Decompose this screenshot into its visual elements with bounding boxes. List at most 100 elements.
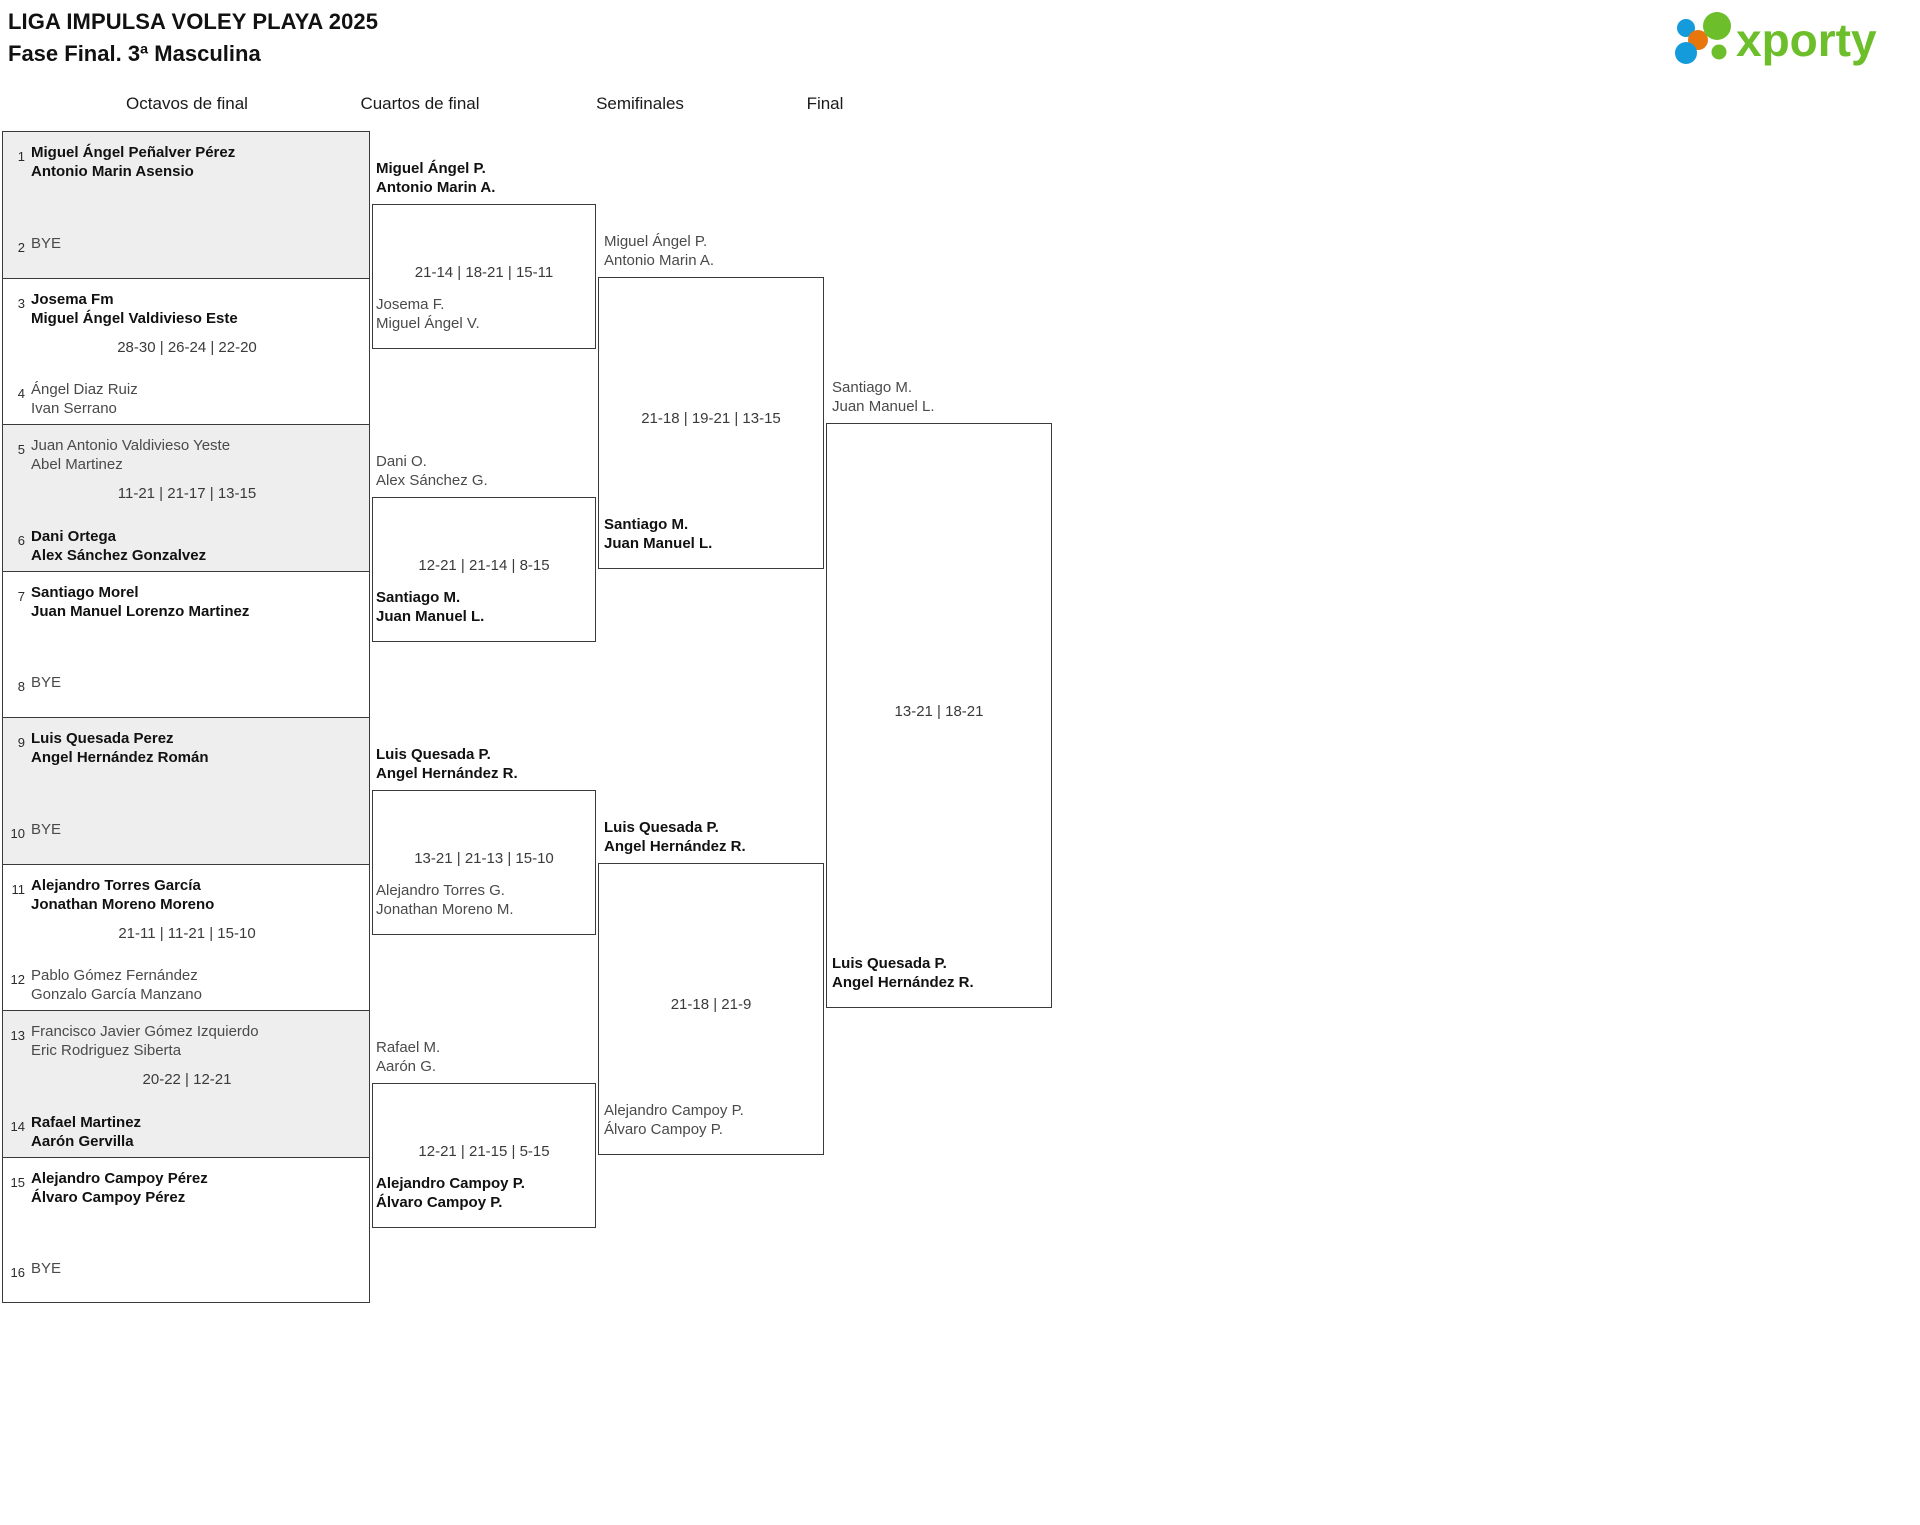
- r16-slot-top-8[interactable]: 15 Alejandro Campoy Pérez Álvaro Campoy Pé…: [3, 1166, 369, 1207]
- r16-slot-top-3[interactable]: 5 Juan Antonio Valdivieso Yeste Abel Marti…: [3, 433, 369, 474]
- logo-dot-green-big: [1703, 12, 1731, 40]
- qf-score-3: 13-21 | 21-13 | 15-10: [414, 849, 554, 867]
- team-names: Ángel Diaz Ruiz Ivan Serrano: [31, 381, 138, 417]
- team-names: Rafael Martinez Aarón Gervilla: [31, 1113, 142, 1150]
- qf-slot-bottom-3[interactable]: Alejandro Torres G. Jonathan Moreno M.: [376, 882, 514, 918]
- r16-slot-bottom-2[interactable]: 4 Ángel Diaz Ruiz Ivan Serrano: [3, 377, 369, 418]
- qf-score-1: 21-14 | 18-21 | 15-11: [414, 263, 554, 281]
- round-header-final: Final: [806, 94, 844, 113]
- round-header-semifinales: Semifinales: [596, 94, 684, 113]
- team-names: Francisco Javier Gómez Izquierdo Eric Rod…: [31, 1023, 259, 1059]
- r16-slot-bottom-3[interactable]: 6 Dani Ortega Alex Sánchez Gonzalvez: [3, 524, 369, 565]
- r16-slot-top-2[interactable]: 3 Josema Fm Miguel Ángel Valdivieso Este: [3, 287, 369, 328]
- r16-match-4[interactable]: 7 Santiago Morel Juan Manuel Lorenzo Marti…: [2, 570, 370, 717]
- sf-slot-top-1[interactable]: Miguel Ángel P. Antonio Marin A.: [604, 233, 715, 269]
- qf-score-2: 12-21 | 21-14 | 8-15: [418, 556, 550, 574]
- seed-number: 16: [10, 1265, 25, 1280]
- r16-match-5[interactable]: 9 Luis Quesada Perez Angel Hernández Román…: [2, 717, 370, 864]
- r16-slot-top-7[interactable]: 13 Francisco Javier Gómez Izquierdo Eric R…: [3, 1019, 369, 1060]
- qf-slot-top-2[interactable]: Dani O. Alex Sánchez G.: [376, 453, 488, 489]
- qf-match-1[interactable]: [372, 204, 596, 349]
- bye-label: BYE: [31, 234, 62, 252]
- seed-number: 8: [17, 679, 25, 694]
- r16-slot-top-6[interactable]: 11 Alejandro Torres García Jonathan Moreno…: [3, 873, 369, 914]
- r16-slot-bottom-4[interactable]: 8 BYE: [3, 670, 369, 694]
- sf-match-2[interactable]: [598, 863, 824, 1155]
- qf-slot-top-4[interactable]: Rafael M. Aarón G.: [376, 1039, 441, 1075]
- seed-number: 10: [10, 825, 25, 841]
- bye-label: BYE: [31, 674, 62, 691]
- seed-number: 12: [10, 972, 25, 987]
- r16-slot-bottom-1[interactable]: 2 BYE: [3, 231, 369, 255]
- seed-number: 2: [17, 239, 25, 255]
- round-header-cuartos: Cuartos de final: [360, 94, 480, 113]
- match-score: 21-11 | 11-21 | 15-10: [118, 924, 256, 942]
- seed-number: 13: [10, 1028, 25, 1043]
- seed-number: 5: [17, 442, 25, 457]
- final-slot-bottom-1[interactable]: Luis Quesada P. Angel Hernández R.: [832, 955, 974, 991]
- match-score: 28-30 | 26-24 | 22-20: [117, 338, 257, 356]
- bye-label: BYE: [31, 1260, 62, 1277]
- r16-match-3[interactable]: 5 Juan Antonio Valdivieso Yeste Abel Marti…: [2, 424, 370, 571]
- sf-score-2: 21-18 | 21-9: [670, 996, 752, 1013]
- team-names: Santiago Morel Juan Manuel Lorenzo Martin…: [31, 583, 250, 620]
- qf-slot-top-1[interactable]: Miguel Ángel P. Antonio Marin A.: [376, 160, 496, 196]
- r16-slot-bottom-7[interactable]: 14 Rafael Martinez Aarón Gervilla: [3, 1110, 369, 1151]
- sf-slot-bottom-2[interactable]: Alejandro Campoy P. Álvaro Campoy P.: [604, 1102, 744, 1138]
- r16-slot-top-1[interactable]: 1 Miguel Ángel Peñalver Pérez Antonio Mari…: [3, 140, 369, 181]
- r16-slot-bottom-8[interactable]: 16 BYE: [3, 1256, 369, 1280]
- team-names: Dani Ortega Alex Sánchez Gonzalvez: [31, 527, 207, 564]
- team-names: Alejandro Campoy Pérez Álvaro Campoy Pére…: [31, 1169, 208, 1206]
- sf-match-1[interactable]: [598, 277, 824, 569]
- final-match-1[interactable]: [826, 423, 1052, 1008]
- team-names: Juan Antonio Valdivieso Yeste Abel Martin…: [31, 437, 231, 473]
- seed-number: 14: [10, 1118, 25, 1134]
- qf-slot-bottom-2[interactable]: Santiago M. Juan Manuel L.: [376, 589, 485, 625]
- r16-match-8[interactable]: 15 Alejandro Campoy Pérez Álvaro Campoy Pé…: [2, 1156, 370, 1303]
- seed-number: 6: [17, 532, 25, 548]
- team-names: Josema Fm Miguel Ángel Valdivieso Este: [31, 290, 238, 327]
- team-names: Luis Quesada Perez Angel Hernández Román: [31, 730, 209, 766]
- team-names: Alejandro Torres García Jonathan Moreno M…: [31, 876, 215, 913]
- seed-number: 3: [17, 295, 25, 311]
- qf-match-2[interactable]: [372, 497, 596, 642]
- r16-match-1[interactable]: 1 Miguel Ángel Peñalver Pérez Antonio Mari…: [2, 131, 370, 278]
- tournament-subtitle: Fase Final. 3ª Masculina: [8, 41, 261, 66]
- r16-slot-bottom-5[interactable]: 10 BYE: [3, 817, 369, 841]
- r16-slot-top-4[interactable]: 7 Santiago Morel Juan Manuel Lorenzo Marti…: [3, 580, 369, 621]
- qf-slot-top-3[interactable]: Luis Quesada P. Angel Hernández R.: [376, 746, 518, 782]
- sf-slot-top-2[interactable]: Luis Quesada P. Angel Hernández R.: [604, 819, 746, 855]
- seed-number: 4: [17, 386, 25, 401]
- qf-slot-bottom-4[interactable]: Alejandro Campoy P. Álvaro Campoy P.: [376, 1175, 525, 1211]
- logo-dot-green-small: [1711, 44, 1727, 60]
- logo-dot-blue-top: [1677, 19, 1695, 37]
- logo-wordmark: xporty: [1736, 14, 1877, 66]
- bye-label: BYE: [31, 820, 62, 838]
- final-score-1: 13-21 | 18-21: [894, 702, 984, 720]
- r16-match-2[interactable]: 3 Josema Fm Miguel Ángel Valdivieso Este 4 Á…: [2, 277, 370, 424]
- logo-dot-blue-bottom: [1675, 42, 1697, 64]
- r16-slot-bottom-6[interactable]: 12 Pablo Gómez Fernández Gonzalo García Ma…: [3, 963, 369, 1004]
- match-score: 20-22 | 12-21: [142, 1071, 232, 1089]
- seed-number: 15: [10, 1174, 25, 1190]
- final-slot-top-1[interactable]: Santiago M. Juan Manuel L.: [832, 379, 935, 415]
- seed-number: 7: [17, 588, 25, 604]
- seed-number: 11: [11, 881, 26, 897]
- xporty-logo: xporty: [1664, 8, 1904, 70]
- r16-match-7[interactable]: 13 Francisco Javier Gómez Izquierdo Eric R…: [2, 1010, 370, 1157]
- seed-number: 9: [17, 735, 25, 750]
- qf-match-3[interactable]: [372, 790, 596, 935]
- seed-number: 1: [17, 149, 25, 164]
- qf-match-4[interactable]: [372, 1083, 596, 1228]
- qf-slot-bottom-1[interactable]: Josema F. Miguel Ángel V.: [376, 296, 480, 332]
- match-score: 11-21 | 21-17 | 13-15: [117, 485, 257, 503]
- team-names: Miguel Ángel Peñalver Pérez Antonio Marin…: [31, 144, 236, 180]
- sf-slot-bottom-1[interactable]: Santiago M. Juan Manuel L.: [604, 516, 713, 552]
- round-header-octavos: Octavos de final: [126, 94, 248, 113]
- r16-slot-top-5[interactable]: 9 Luis Quesada Perez Angel Hernández Román: [3, 726, 369, 767]
- qf-score-4: 12-21 | 21-15 | 5-15: [418, 1142, 550, 1160]
- tournament-title: LIGA IMPULSA VOLEY PLAYA 2025: [8, 9, 379, 34]
- r16-match-6[interactable]: 11 Alejandro Torres García Jonathan Moreno…: [2, 863, 370, 1010]
- team-names: Pablo Gómez Fernández Gonzalo García Manz…: [31, 967, 202, 1003]
